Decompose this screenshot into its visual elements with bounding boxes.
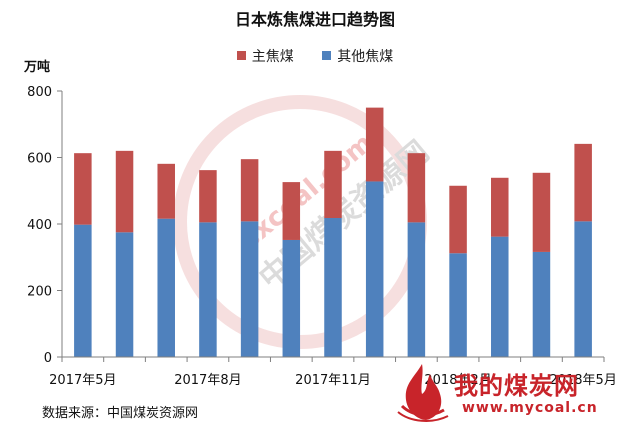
bar-other-coking-coal — [407, 222, 426, 357]
legend-label-main-coking-coal: 主焦煤 — [251, 49, 294, 65]
bar-main-coking-coal — [240, 159, 259, 222]
bar-other-coking-coal — [365, 181, 384, 357]
bar-main-coking-coal — [574, 143, 592, 222]
chart-title: 日本炼焦煤进口趋势图 — [234, 10, 395, 29]
y-axis: 0 200 400 600 800 — [27, 85, 63, 366]
bar-other-coking-coal — [574, 221, 592, 357]
legend: 主焦煤 其他焦煤 — [0, 46, 630, 66]
bar-other-coking-coal — [157, 218, 175, 357]
data-source-note: 数据来源：中国煤炭资源网 — [42, 406, 199, 421]
x-tick-label: 2017年8月 — [174, 373, 241, 388]
sxcoal-watermark-stamp: sxcoal.com 中国煤炭资源网 — [173, 95, 436, 349]
bar-main-coking-coal — [532, 172, 551, 252]
bar-main-coking-coal — [449, 185, 467, 254]
bar-main-coking-coal — [74, 153, 92, 225]
legend-swatch-main-coking-coal — [236, 51, 246, 60]
bar-main-coking-coal — [199, 170, 217, 223]
bar-other-coking-coal — [282, 239, 301, 357]
x-axis: 2017年5月 2017年8月 2017年11月 2018年2月 2018年5月 — [49, 356, 617, 388]
bar-other-coking-coal — [449, 253, 467, 357]
x-tick-label: 2018年2月 — [424, 373, 491, 388]
y-tick-label: 400 — [27, 218, 52, 233]
y-axis-unit-label: 万吨 — [24, 60, 51, 75]
x-tick-label: 2017年11月 — [295, 373, 371, 388]
bar-other-coking-coal — [532, 251, 551, 357]
bar-other-coking-coal — [115, 232, 134, 357]
legend-item-main-coking-coal: 主焦煤 — [236, 46, 294, 66]
y-tick-label: 200 — [27, 285, 52, 300]
bar-main-coking-coal — [157, 163, 175, 219]
bar-other-coking-coal — [74, 224, 92, 357]
y-tick-label: 600 — [27, 152, 52, 167]
bar-main-coking-coal — [365, 107, 384, 182]
watermark-site-name: 我的煤炭网 — [454, 372, 579, 400]
bar-other-coking-coal — [240, 221, 259, 357]
bar-main-coking-coal — [282, 182, 301, 240]
legend-label-other-coking-coal: 其他焦煤 — [337, 49, 394, 65]
y-tick-label: 800 — [27, 85, 52, 100]
x-tick-label: 2017年5月 — [49, 373, 116, 388]
bar-main-coking-coal — [324, 150, 342, 219]
bar-other-coking-coal — [324, 218, 342, 357]
watermark-url: www.mycoal.cn — [462, 400, 598, 416]
bar-main-coking-coal — [407, 153, 426, 223]
bar-other-coking-coal — [491, 236, 509, 357]
x-tick-label: 2018年5月 — [549, 373, 616, 388]
bar-other-coking-coal — [199, 222, 217, 357]
bar-main-coking-coal — [115, 150, 134, 233]
bars — [74, 107, 592, 357]
mycoal-watermark: 我的煤炭网 www.mycoal.cn — [392, 360, 622, 424]
y-tick-label: 0 — [44, 351, 52, 366]
legend-item-other-coking-coal: 其他焦煤 — [322, 46, 393, 66]
flame-logo-icon — [397, 364, 449, 422]
bar-main-coking-coal — [491, 177, 509, 237]
legend-swatch-other-coking-coal — [322, 51, 332, 60]
